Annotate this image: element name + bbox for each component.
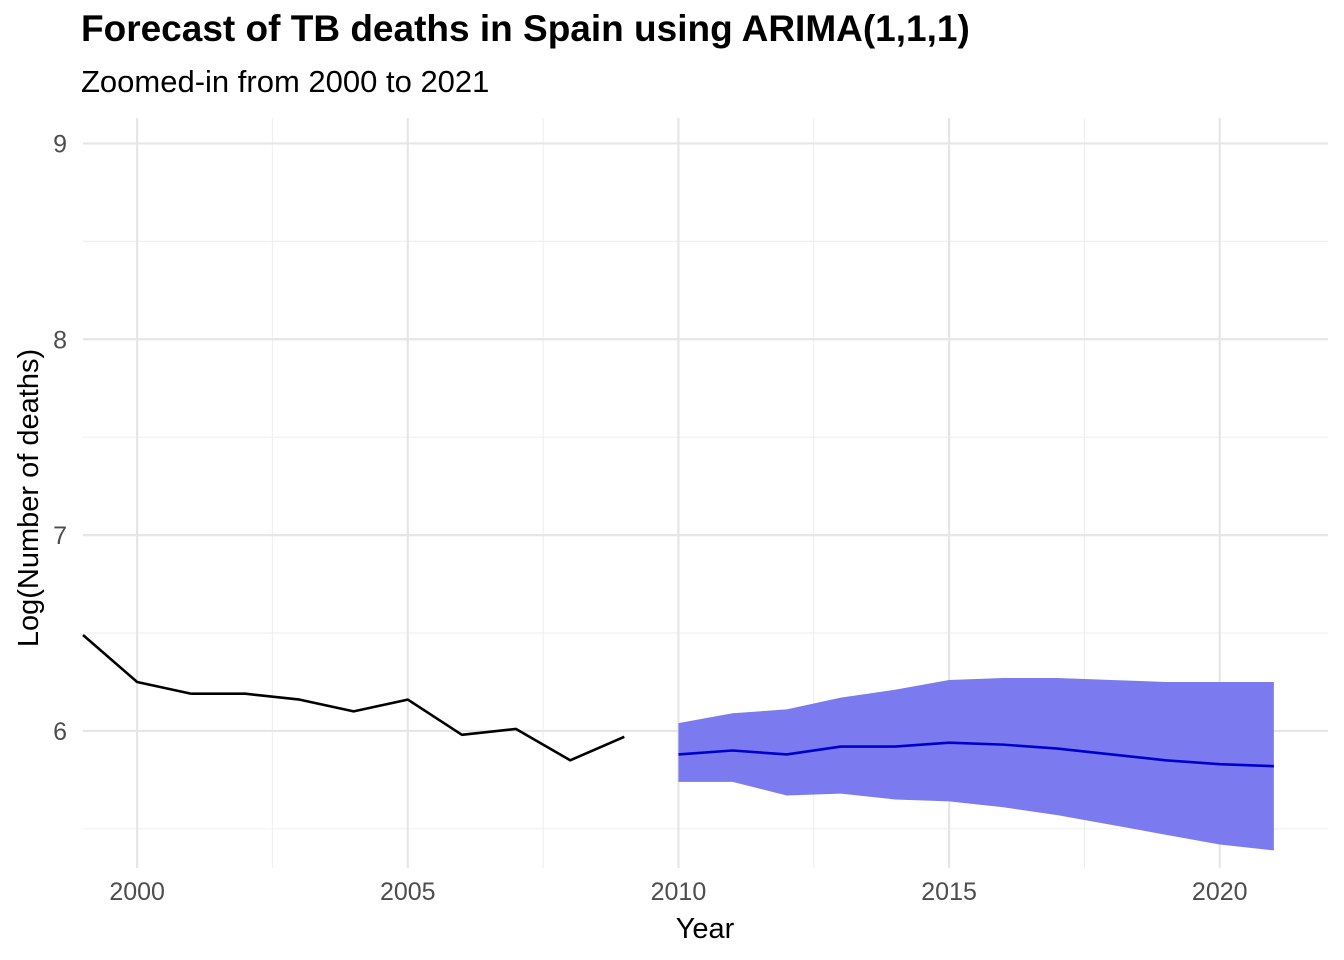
chart-title: Forecast of TB deaths in Spain using ARI… xyxy=(81,8,970,49)
y-tick-label: 8 xyxy=(53,326,67,354)
forecast-interval-band xyxy=(678,678,1274,851)
forecast-mean-line xyxy=(678,741,1274,768)
x-tick-label: 2000 xyxy=(109,878,165,906)
y-tick-label: 9 xyxy=(53,130,67,158)
y-axis-title: Log(Number of deaths) xyxy=(13,349,45,647)
y-tick-label: 6 xyxy=(53,718,67,746)
observed-series-line xyxy=(82,633,625,762)
chart-subtitle: Zoomed-in from 2000 to 2021 xyxy=(81,64,490,99)
tick-layer: 2000 2005 2010 2015 2020 6 7 8 9 xyxy=(53,130,1247,906)
x-tick-label: 2020 xyxy=(1192,878,1248,906)
y-tick-label: 7 xyxy=(53,522,67,550)
grid-layer xyxy=(83,118,1328,868)
x-tick-label: 2005 xyxy=(380,878,436,906)
x-tick-label: 2015 xyxy=(921,878,977,906)
band-layer xyxy=(678,678,1274,851)
line-layer xyxy=(82,633,1274,768)
x-axis-title: Year xyxy=(676,913,735,945)
x-tick-label: 2010 xyxy=(651,878,707,906)
